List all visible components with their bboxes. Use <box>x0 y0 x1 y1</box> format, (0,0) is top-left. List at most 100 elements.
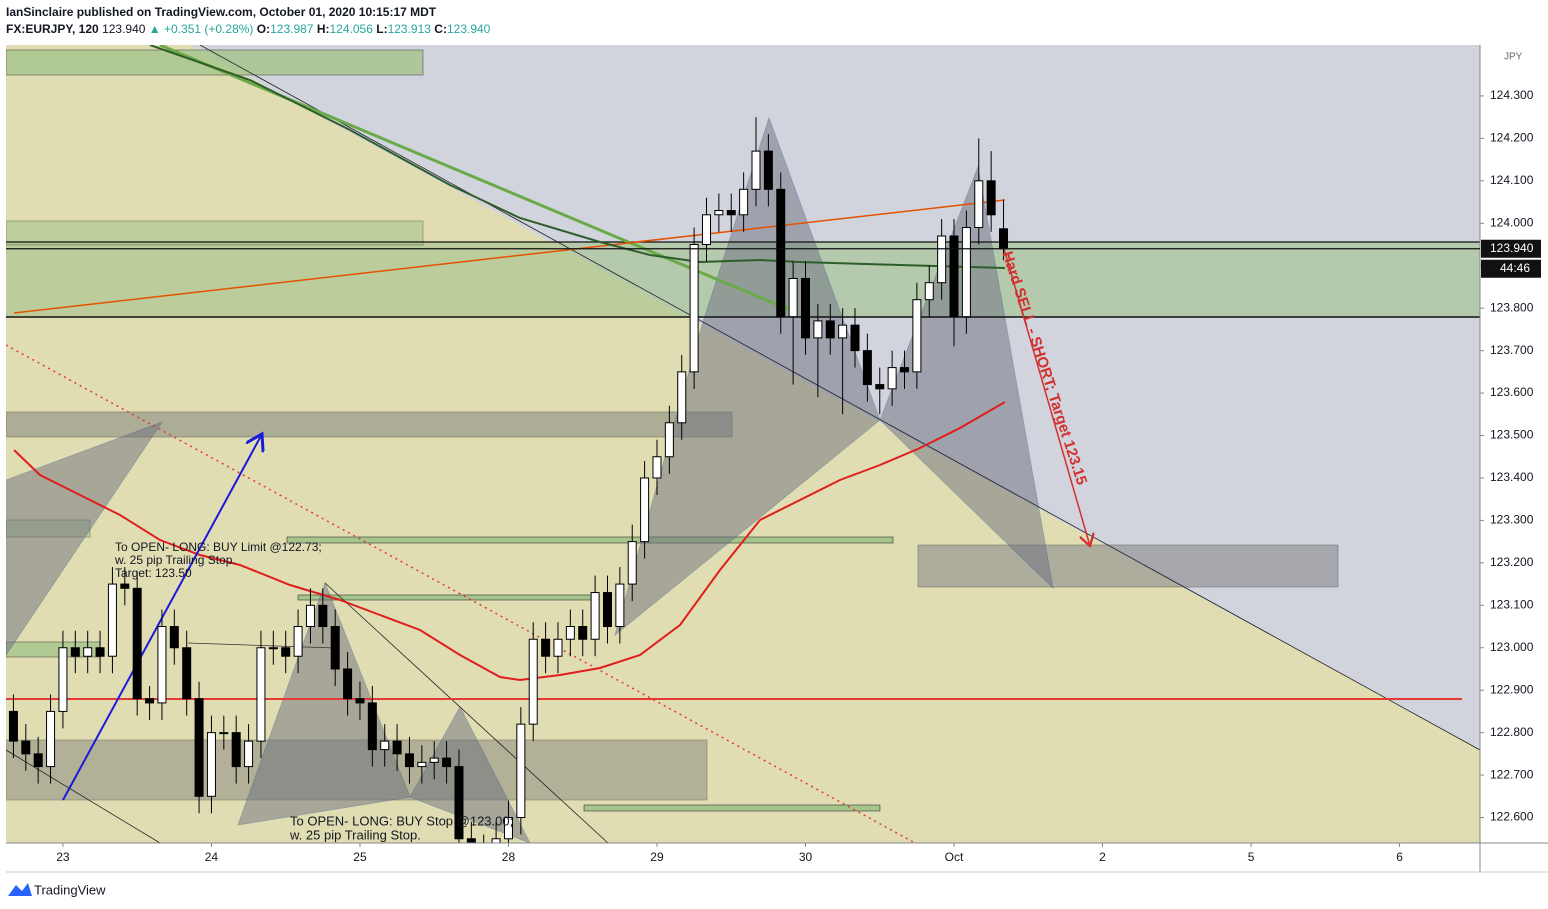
candle-body <box>343 668 353 700</box>
candle-body <box>986 180 996 216</box>
candle-body <box>318 604 328 628</box>
candle-body <box>231 732 241 768</box>
candle-body <box>454 766 464 840</box>
o-label: O: <box>256 22 271 36</box>
candle-body <box>516 723 526 819</box>
candle-body <box>244 740 254 768</box>
candle-body <box>664 422 674 458</box>
candle-body <box>751 150 761 190</box>
candle-body <box>788 277 798 318</box>
x-tick-label: 24 <box>205 850 219 864</box>
l-value: 123.913 <box>387 22 431 36</box>
candle-body <box>813 320 823 339</box>
price-tag: 123.940 <box>1490 241 1534 255</box>
candle-body <box>924 282 934 301</box>
candle-body <box>590 592 600 640</box>
candle-body <box>862 350 872 386</box>
y-tick-label: 124.000 <box>1490 215 1534 229</box>
l-label: L: <box>376 22 388 36</box>
candle-body <box>640 477 650 543</box>
candle-body <box>132 587 142 700</box>
logo <box>8 883 32 896</box>
y-tick-label: 122.800 <box>1490 725 1534 739</box>
y-tick-label: 123.800 <box>1490 300 1534 314</box>
candle-body <box>689 244 699 373</box>
candle-body <box>429 757 439 763</box>
candle-body <box>553 638 563 657</box>
annotation-line: To OPEN- LONG: BUY Stop @123.00; <box>290 813 513 828</box>
candle-body <box>70 647 80 657</box>
candle-body <box>417 761 427 768</box>
price-tag-bg <box>1481 239 1541 258</box>
publisher-text: IanSinclaire published on TradingView.co… <box>6 5 437 19</box>
candle-body <box>825 320 835 339</box>
candle-body <box>256 647 266 742</box>
y-tick-label: 122.600 <box>1490 810 1534 824</box>
h-value: 124.056 <box>329 22 373 36</box>
annotation-line: w. 25 pip Trailing Stop. <box>289 827 421 842</box>
candle-body <box>466 838 476 843</box>
candle-body <box>21 740 31 755</box>
candle-body <box>528 638 538 725</box>
candle-body <box>776 188 786 318</box>
candle-body <box>714 210 724 216</box>
candle-body <box>305 604 315 628</box>
candle-body <box>912 299 922 373</box>
candle-body <box>800 277 810 339</box>
candle-body <box>739 188 749 216</box>
countdown: 44:46 <box>1500 261 1530 275</box>
y-tick-label: 124.300 <box>1490 88 1534 102</box>
axis-unit: JPY <box>1504 52 1523 63</box>
candle-body <box>33 753 43 768</box>
candle-body <box>900 367 910 373</box>
y-tick-label: 123.200 <box>1490 555 1534 569</box>
candle-body <box>602 592 612 628</box>
candle-body <box>442 757 452 768</box>
candle-body <box>763 150 773 190</box>
candle-body <box>838 324 848 339</box>
candle-body <box>491 838 501 843</box>
symbol: FX:EURJPY, 120 <box>6 22 99 36</box>
candle-body <box>95 647 105 657</box>
x-tick-label: 30 <box>799 850 813 864</box>
candle-body <box>677 371 687 424</box>
candle-body <box>974 180 984 229</box>
symbol-line: FX:EURJPY, 120 123.940 ▲ +0.351 (+0.28%)… <box>6 22 490 36</box>
y-tick-label: 123.500 <box>1490 428 1534 442</box>
x-tick-label: Oct <box>945 850 964 864</box>
y-tick-label: 123.400 <box>1490 470 1534 484</box>
candle-body <box>219 732 229 735</box>
candle-body <box>701 214 711 245</box>
candle-body <box>578 626 588 640</box>
candle-body <box>850 324 860 352</box>
candle-body <box>367 702 377 751</box>
change: ▲ +0.351 (+0.28%) <box>148 22 254 36</box>
candle-body <box>182 647 192 700</box>
last-price: 123.940 <box>102 22 146 36</box>
x-tick-label: 23 <box>56 850 70 864</box>
candle-body <box>157 626 167 704</box>
o-value: 123.987 <box>270 22 314 36</box>
candle-body <box>330 626 340 670</box>
candle-body <box>937 235 947 284</box>
candle-body <box>887 367 897 390</box>
x-tick-label: 29 <box>650 850 664 864</box>
candle-body <box>480 851 488 859</box>
candle-body <box>503 817 513 840</box>
y-tick-label: 123.100 <box>1490 597 1534 611</box>
candle-body <box>145 698 155 704</box>
candle-body <box>83 647 93 657</box>
candle-body <box>380 740 390 751</box>
candle-body <box>875 384 885 390</box>
annotation-line: Target: 123.50 <box>115 566 192 580</box>
candle-body <box>8 710 18 742</box>
candle-body <box>392 740 402 755</box>
candle-body <box>404 753 414 768</box>
candle-body <box>961 227 971 318</box>
y-tick-label: 124.100 <box>1490 173 1534 187</box>
c-value: 123.940 <box>446 22 491 36</box>
x-tick-label: 25 <box>353 850 367 864</box>
y-tick-label: 123.000 <box>1490 640 1534 654</box>
